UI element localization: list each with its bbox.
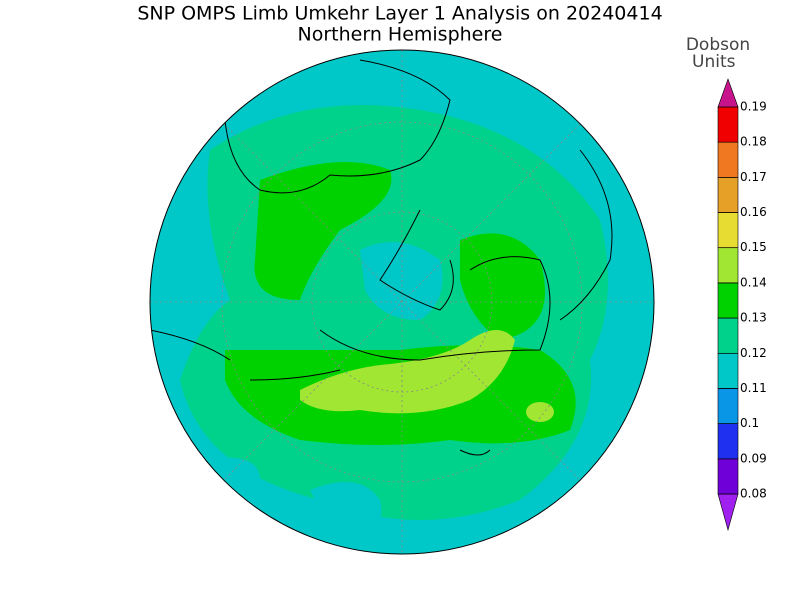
colorbar-segment — [717, 458, 739, 495]
colorbar-end — [717, 78, 739, 108]
colorbar-segment — [717, 423, 739, 460]
colorbar-segment — [717, 352, 739, 389]
colorbar-tick-label: 0.08 — [740, 487, 767, 501]
map — [150, 50, 654, 554]
colorbar-segment — [717, 106, 739, 143]
colorbar-segment — [717, 212, 739, 249]
colorbar-tick-label: 0.1 — [740, 416, 759, 430]
colorbar-segment — [717, 282, 739, 319]
colorbar-tick-label: 0.14 — [740, 275, 767, 289]
colorbar-tick-label: 0.15 — [740, 240, 767, 254]
title: SNP OMPS Limb Umkehr Layer 1 Analysis on… — [137, 3, 662, 25]
colorbar-segment — [717, 141, 739, 178]
colorbar-tick-label: 0.16 — [740, 205, 767, 219]
colorbar: 0.08 0.09 0.1 0.11 0.12 0.13 0.14 0.15 0.16 0.17 0… — [717, 78, 767, 532]
graticule — [150, 50, 654, 554]
subtitle: Northern Hemisphere — [298, 24, 503, 46]
field-contour — [200, 457, 382, 532]
colorbar-tick-label: 0.17 — [740, 170, 767, 184]
colorbar-tick-label: 0.13 — [740, 311, 767, 325]
colorbar-segment — [717, 317, 739, 354]
field-contour — [360, 242, 443, 320]
colorbar-segment — [717, 388, 739, 424]
colorbar-label: Units — [692, 52, 736, 72]
field-contour — [254, 162, 392, 300]
colorbar-end — [717, 493, 739, 532]
colorbar-tick-label: 0.18 — [740, 135, 767, 149]
field-contour — [300, 330, 515, 414]
colorbar-segment — [717, 177, 739, 213]
coastline — [150, 59, 613, 456]
colorbar-tick-label: 0.12 — [740, 346, 767, 360]
colorbar-tick-label: 0.11 — [740, 381, 767, 395]
colorbar-label: Dobson — [686, 35, 750, 55]
colorbar-tick-label: 0.09 — [740, 451, 767, 465]
field-contour — [526, 402, 554, 422]
colorbar-tick-label: 0.19 — [740, 100, 767, 114]
map-border — [149, 49, 655, 555]
colorbar-segment — [717, 247, 739, 284]
